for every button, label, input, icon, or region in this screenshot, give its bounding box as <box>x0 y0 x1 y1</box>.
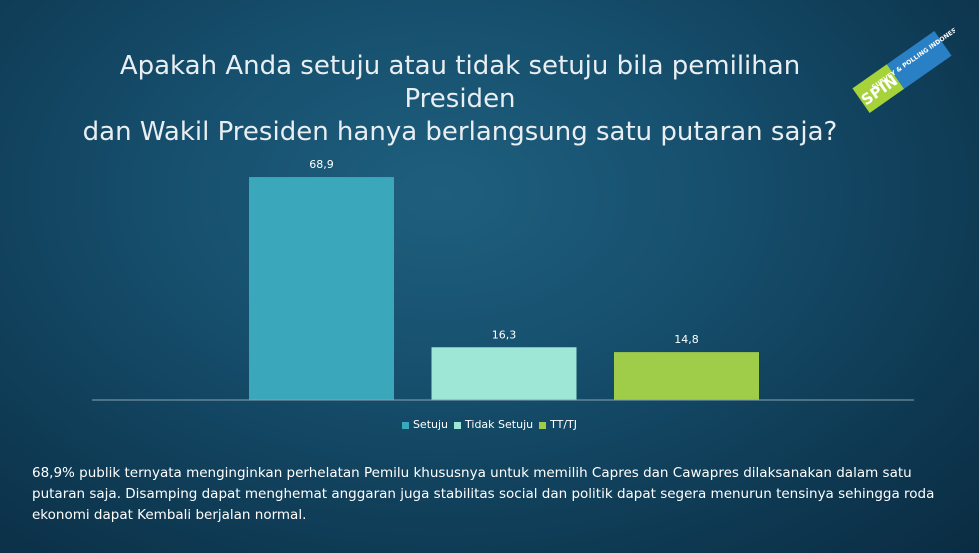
bar-tt-tj <box>614 352 759 400</box>
legend-label: TT/TJ <box>550 418 578 431</box>
chart-title: Apakah Anda setuju atau tidak setuju bil… <box>70 50 850 149</box>
data-label-tt-tj: 14,8 <box>674 333 699 346</box>
data-label-tidak-setuju: 16,3 <box>492 328 517 341</box>
chart-title-line-2: dan Wakil Presiden hanya berlangsung sat… <box>82 117 838 147</box>
chart-title-line-1: Apakah Anda setuju atau tidak setuju bil… <box>119 51 801 114</box>
spin-logo-green-block <box>852 64 905 113</box>
legend-swatch <box>539 421 547 429</box>
legend-label: Tidak Setuju <box>465 418 534 431</box>
bar-group: 68,9 16,3 14,8 <box>249 158 759 400</box>
legend-label: Setuju <box>412 418 449 431</box>
spin-logo: SPIN SURVEY & POLLING INDONESIA <box>852 25 955 113</box>
legend-item-tt-tj: TT/TJ <box>539 418 577 431</box>
legend-item-tidak-setuju: Tidak Setuju <box>454 418 533 431</box>
bar-setuju <box>249 177 394 400</box>
bar-tidak-setuju <box>431 347 577 400</box>
description-text: 68,9% publik ternyata menginginkan perhe… <box>32 465 935 523</box>
spin-logo-blue-block <box>886 31 952 89</box>
legend-item-setuju: Setuju <box>401 418 449 431</box>
data-label-setuju: 68,9 <box>309 158 334 171</box>
chart-legend: Setuju Tidak Setuju TT/TJ <box>0 418 979 431</box>
legend-swatch <box>454 421 462 429</box>
legend-swatch <box>401 421 409 429</box>
